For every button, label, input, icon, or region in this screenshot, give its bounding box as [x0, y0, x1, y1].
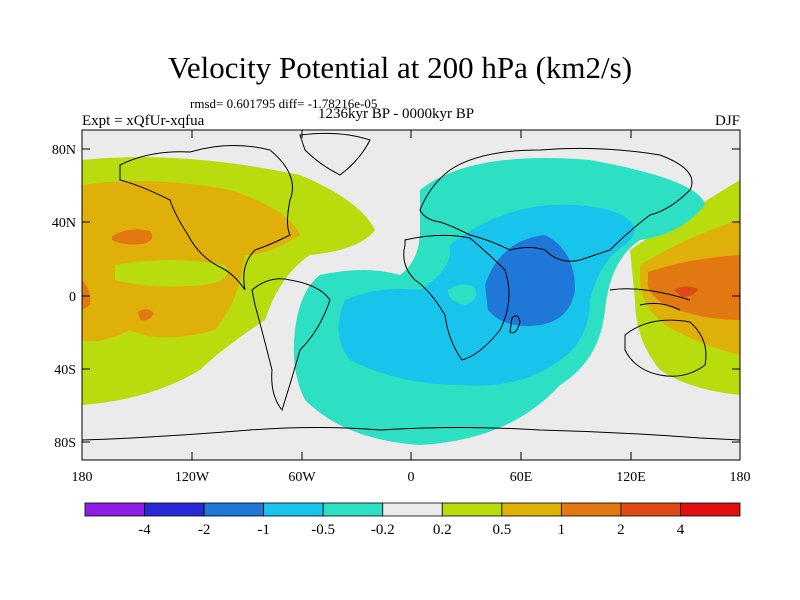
colorbar	[84, 502, 741, 517]
colorbar-label: -1	[257, 522, 270, 538]
coastlines	[82, 132, 740, 441]
colorbar-swatch	[263, 502, 324, 517]
contour-positive-strong-west	[112, 229, 153, 245]
coastline-south-america	[251, 278, 331, 412]
colorbar-swatch	[501, 502, 562, 517]
colorbar-label: 0.2	[433, 522, 452, 538]
lon-label: 120E	[616, 470, 646, 485]
lat-label: 40S	[54, 363, 76, 378]
colorbar-label: 4	[677, 522, 685, 538]
lon-label: 180	[72, 470, 93, 485]
colorbar-swatch	[144, 502, 205, 517]
colorbar-label: -4	[138, 522, 151, 538]
velocity-potential-field	[82, 130, 740, 460]
colorbar-label: 1	[558, 522, 566, 538]
colorbar-swatch	[620, 502, 681, 517]
coastline-greenland	[299, 132, 371, 176]
lon-label: 60W	[288, 470, 316, 485]
colorbar-swatch	[560, 502, 622, 517]
colorbar-label: -2	[198, 522, 211, 538]
colorbar-label: 2	[617, 522, 625, 538]
map-title: Velocity Potential at 200 hPa (km2/s)	[167, 50, 633, 85]
contour-negative-light-hole	[448, 284, 477, 305]
lon-label: 60E	[510, 470, 533, 485]
lat-label: 40N	[52, 216, 76, 231]
contour-positive-max-east	[674, 286, 698, 297]
colorbar-label: 0.5	[492, 522, 511, 538]
colorbar-swatch	[382, 502, 443, 517]
coastline-eurasia	[419, 147, 693, 262]
experiment-label: Expt = xQfUr-xqfua	[82, 113, 205, 129]
lat-label: 80S	[54, 436, 76, 451]
coastline-australia	[624, 319, 707, 377]
contour-positive-strong-edge	[82, 280, 91, 310]
contour-positive-strong-southwest	[138, 309, 154, 321]
lon-label: 180	[730, 470, 751, 485]
lat-ticks	[82, 148, 740, 443]
colorbar-label: -0.2	[371, 522, 395, 538]
coastline-antarctica	[82, 427, 740, 441]
lon-labels: 180 120W 60W 0 60E 120E 180	[72, 470, 751, 485]
coastline-north-america	[119, 145, 293, 291]
coastline-madagascar	[509, 315, 521, 334]
colorbar-labels: -4 -2 -1 -0.5 -0.2 0.2 0.5 1 2 4	[138, 522, 684, 538]
lon-ticks	[191, 130, 632, 460]
stats-text: rmsd= 0.601795 diff= -1.78216e-05	[190, 96, 378, 111]
coastline-indonesia	[609, 288, 691, 311]
contour-negative-strong	[485, 235, 575, 326]
lat-label: 80N	[52, 143, 76, 158]
coastline-africa	[403, 234, 510, 361]
colorbar-swatch	[203, 502, 265, 517]
colorbar-swatch	[441, 502, 503, 517]
colorbar-label: -0.5	[311, 522, 335, 538]
lon-label: 120W	[175, 470, 210, 485]
colorbar-swatch	[680, 502, 741, 517]
colorbar-swatch	[322, 502, 384, 517]
contour-positive-light-inner	[115, 260, 228, 287]
lon-label: 0	[408, 470, 415, 485]
lat-labels: 80N 40N 0 40S 80S	[52, 143, 76, 451]
period-label: 1236kyr BP - 0000kyr BP	[318, 106, 475, 122]
season-label: DJF	[714, 113, 740, 129]
colorbar-swatch	[84, 502, 145, 517]
lat-label: 0	[69, 290, 76, 305]
